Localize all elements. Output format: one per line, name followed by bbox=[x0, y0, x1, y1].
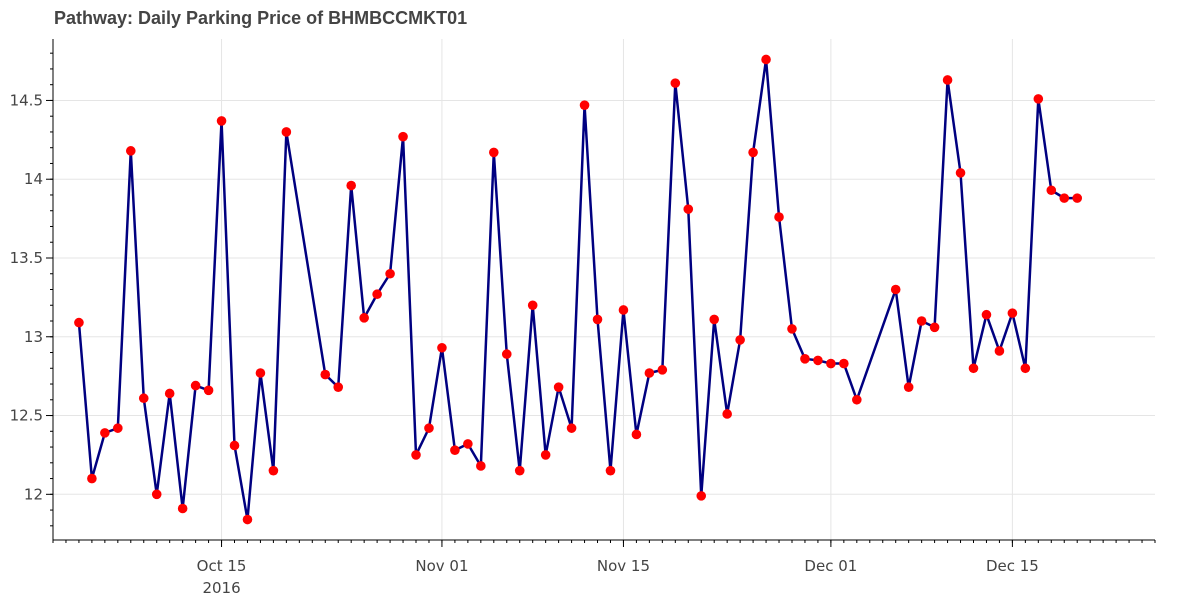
data-point bbox=[748, 147, 758, 158]
data-point bbox=[424, 423, 434, 433]
data-point bbox=[631, 429, 642, 440]
data-point bbox=[566, 423, 577, 433]
data-point bbox=[592, 314, 603, 325]
data-point bbox=[813, 355, 823, 366]
data-point bbox=[87, 473, 97, 484]
data-point bbox=[540, 450, 551, 460]
data-point bbox=[113, 423, 123, 433]
data-point bbox=[1046, 185, 1057, 196]
data-point bbox=[968, 363, 979, 374]
data-point bbox=[489, 147, 499, 158]
y-tick-label: 13 bbox=[24, 328, 43, 346]
data-point bbox=[553, 382, 564, 392]
data-series bbox=[74, 54, 1083, 525]
data-point bbox=[450, 445, 460, 455]
data-point bbox=[1059, 193, 1070, 203]
y-tick-label: 14.5 bbox=[10, 91, 43, 109]
data-point bbox=[74, 317, 84, 328]
data-point bbox=[320, 369, 331, 380]
data-point bbox=[709, 314, 719, 325]
data-point bbox=[1007, 308, 1018, 318]
data-point bbox=[372, 289, 382, 300]
data-point bbox=[1033, 94, 1044, 104]
data-point bbox=[242, 514, 253, 525]
data-point bbox=[281, 127, 292, 137]
x-tick-label: Dec 01 bbox=[804, 557, 857, 575]
data-point bbox=[359, 313, 369, 323]
data-point bbox=[955, 168, 966, 178]
data-point bbox=[255, 368, 266, 378]
data-point bbox=[903, 382, 914, 392]
series-line bbox=[77, 58, 1078, 521]
data-point bbox=[852, 394, 862, 405]
data-point bbox=[138, 393, 149, 404]
y-tick-label: 13.5 bbox=[10, 249, 43, 267]
data-point bbox=[333, 382, 344, 392]
data-point bbox=[605, 465, 616, 476]
data-point bbox=[735, 335, 745, 345]
data-point bbox=[164, 388, 175, 399]
data-point bbox=[644, 368, 655, 378]
data-point bbox=[1020, 363, 1031, 374]
data-point bbox=[994, 346, 1005, 356]
y-tick-label: 12 bbox=[24, 485, 43, 503]
data-point bbox=[501, 349, 512, 359]
data-point bbox=[398, 131, 408, 142]
data-point bbox=[670, 78, 681, 88]
data-point bbox=[826, 358, 836, 369]
data-point bbox=[800, 354, 810, 364]
data-point bbox=[229, 440, 240, 451]
data-point bbox=[916, 316, 927, 326]
data-point bbox=[657, 365, 668, 375]
data-point bbox=[437, 342, 447, 353]
y-tick-label: 14 bbox=[24, 170, 43, 188]
x-tick-label: Nov 01 bbox=[415, 557, 468, 575]
y-tick-label: 12.5 bbox=[10, 407, 43, 425]
data-point bbox=[385, 268, 395, 279]
tick-labels: 12 12.5 13 13.5 14 14.5 Oct 15 2016 Nov 01 Nov 15… bbox=[10, 91, 1039, 597]
x-tick-label: Dec 15 bbox=[986, 557, 1039, 575]
data-point bbox=[774, 212, 784, 222]
data-point bbox=[151, 489, 162, 500]
data-point bbox=[190, 380, 201, 391]
data-point bbox=[177, 503, 188, 514]
data-point bbox=[216, 116, 227, 126]
grid-lines bbox=[53, 39, 1155, 540]
data-point bbox=[1072, 193, 1083, 203]
data-point bbox=[929, 322, 940, 333]
data-point bbox=[100, 428, 110, 438]
x-tick-label: Nov 15 bbox=[597, 557, 650, 575]
data-point bbox=[981, 309, 992, 320]
data-point bbox=[942, 75, 953, 85]
data-point bbox=[268, 465, 279, 476]
chart-title: Pathway: Daily Parking Price of BHMBCCMK… bbox=[54, 8, 468, 28]
data-point bbox=[411, 450, 421, 460]
data-point bbox=[618, 305, 629, 315]
data-point bbox=[722, 409, 732, 419]
data-point bbox=[125, 146, 136, 156]
x-tick-label: Oct 15 bbox=[197, 557, 247, 575]
data-point bbox=[787, 324, 797, 334]
data-point bbox=[346, 180, 356, 191]
data-point bbox=[203, 385, 214, 396]
data-point bbox=[527, 300, 538, 311]
data-point bbox=[463, 439, 473, 449]
x-tick-sublabel: 2016 bbox=[202, 579, 240, 597]
data-point bbox=[696, 491, 707, 501]
data-point bbox=[514, 465, 525, 476]
axes bbox=[46, 39, 1156, 547]
data-point bbox=[761, 54, 771, 65]
data-point bbox=[890, 284, 901, 295]
data-point bbox=[839, 358, 849, 369]
data-point bbox=[683, 204, 694, 214]
data-point bbox=[579, 100, 590, 110]
data-point bbox=[476, 461, 486, 471]
